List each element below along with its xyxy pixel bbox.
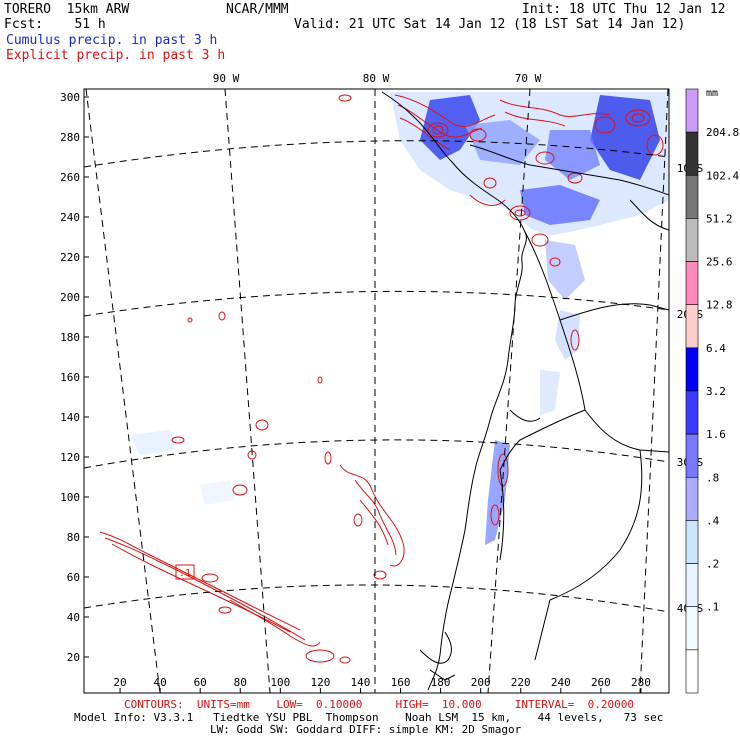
valid-time: Valid: 21 UTC Sat 14 Jan 12 (18 LST Sat … — [294, 17, 686, 32]
lon-label-80w: 80 W — [363, 72, 390, 85]
colorbar-label: 3.2 — [706, 385, 726, 398]
lon-label-70w: 70 W — [515, 72, 542, 85]
coastline — [381, 91, 669, 691]
x-tick-label: 40 — [154, 676, 167, 689]
colorbar-label: .2 — [706, 558, 719, 571]
y-axis: 300 280 260 240 220 200 180 160 140 120 100 80 60 40 2… — [60, 91, 89, 664]
colorbar-swatch — [685, 606, 699, 651]
contour-info: CONTOURS: UNITS=mm LOW= 0.10000 HIGH= 10… — [124, 698, 634, 711]
colorbar-label: .8 — [706, 471, 719, 484]
colorbar-labels: 204.8 102.4 51.2 25.6 12.8 6.4 3.2 1.6 .8 .4 .2 .1 — [706, 126, 739, 614]
y-tick-label: 80 — [67, 531, 80, 544]
colorbar-label: 25.6 — [706, 256, 733, 269]
x-tick-label: 220 — [511, 676, 531, 689]
init-time: Init: 18 UTC Thu 12 Jan 12 — [522, 2, 726, 17]
colorbar-swatch — [685, 131, 699, 176]
colorbar-swatch — [685, 218, 699, 262]
x-tick-label: 120 — [310, 676, 330, 689]
colorbar-swatch — [685, 520, 699, 564]
y-tick-label: 180 — [60, 331, 80, 344]
y-tick-label: 160 — [60, 371, 80, 384]
colorbar-label: 1.6 — [706, 428, 726, 441]
colorbar-label: .4 — [706, 514, 720, 527]
colorbar-swatch — [685, 433, 699, 478]
x-tick-label: 160 — [391, 676, 411, 689]
colorbar-swatch — [685, 476, 699, 521]
colorbar — [685, 88, 699, 694]
physics-info-line: LW: Godd SW: Goddard DIFF: simple KM: 2D… — [210, 723, 522, 736]
colorbar-swatch — [685, 563, 699, 608]
y-tick-label: 100 — [60, 491, 80, 504]
x-tick-label: 260 — [591, 676, 611, 689]
plot-frame — [83, 88, 670, 694]
cumulus-precip-shading — [130, 92, 669, 545]
low-marker-box — [175, 564, 195, 580]
x-tick-label: 100 — [270, 676, 290, 689]
colorbar-swatch — [685, 649, 699, 694]
lon-label-90w: 90 W — [213, 72, 240, 85]
y-tick-label: 200 — [60, 291, 80, 304]
y-tick-label: 40 — [67, 611, 80, 624]
model-title: TORERO 15km ARW — [4, 2, 130, 17]
organization: NCAR/MMM — [226, 2, 289, 17]
x-tick-label: 240 — [551, 676, 571, 689]
y-tick-label: 280 — [60, 131, 80, 144]
colorbar-label: .1 — [706, 601, 719, 614]
x-tick-label: 80 — [234, 676, 247, 689]
colorbar-swatch — [685, 304, 699, 349]
y-tick-label: 20 — [67, 651, 80, 664]
x-tick-label: 60 — [194, 676, 207, 689]
y-tick-label: 120 — [60, 451, 80, 464]
y-tick-label: 300 — [60, 91, 80, 104]
y-tick-label: 220 — [60, 251, 80, 264]
lat-lon-grid — [84, 89, 669, 693]
model-info-line: Model Info: V3.3.1 Tiedtke YSU PBL Thomp… — [74, 711, 664, 724]
colorbar-swatch — [685, 261, 699, 306]
x-tick-label: 140 — [351, 676, 371, 689]
colorbar-label: 204.8 — [706, 126, 739, 139]
colorbar-label: 12.8 — [706, 299, 733, 312]
y-tick-label: 140 — [60, 411, 80, 424]
colorbar-swatch — [685, 174, 699, 219]
colorbar-label: 102.4 — [706, 169, 739, 182]
y-tick-label: 240 — [60, 211, 80, 224]
colorbar-swatch — [685, 88, 699, 133]
colorbar-label: 6.4 — [706, 342, 726, 355]
y-tick-label: 60 — [67, 571, 80, 584]
x-tick-label: 20 — [113, 676, 126, 689]
x-axis: 20 40 60 80 100 120 140 160 180 200 220 240 260 280 — [113, 676, 651, 693]
forecast-hour: Fcst: 51 h — [4, 17, 106, 32]
x-tick-label: 200 — [471, 676, 491, 689]
explicit-precip-contours — [99, 94, 664, 664]
colorbar-unit: mm — [706, 88, 718, 99]
x-tick-label: 280 — [631, 676, 651, 689]
x-tick-label: 180 — [431, 676, 451, 689]
colorbar-swatch — [685, 347, 699, 392]
colorbar-label: 51.2 — [706, 212, 733, 225]
low-marker-label: .1 — [179, 568, 191, 579]
longitude-labels: 90 W 80 W 70 W — [213, 72, 542, 85]
y-tick-label: 260 — [60, 171, 80, 184]
field-cumulus-label: Cumulus precip. in past 3 h — [6, 33, 218, 48]
map-area — [84, 89, 669, 693]
field-explicit-label: Explicit precip. in past 3 h — [6, 48, 226, 63]
colorbar-swatch — [685, 390, 699, 435]
